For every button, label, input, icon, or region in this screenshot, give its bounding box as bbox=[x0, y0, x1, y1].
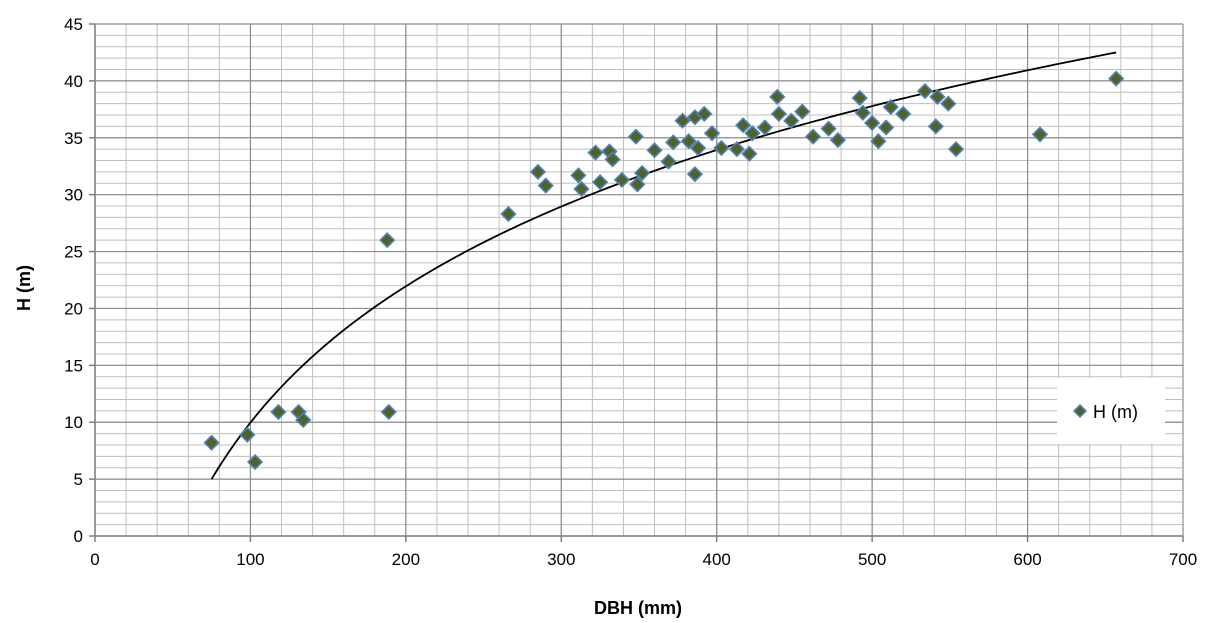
y-tick-label: 45 bbox=[64, 15, 83, 34]
x-tick-label: 700 bbox=[1169, 550, 1197, 569]
data-point bbox=[882, 98, 899, 116]
data-point bbox=[1031, 126, 1049, 143]
data-point bbox=[927, 118, 945, 135]
data-point bbox=[627, 128, 645, 145]
data-point bbox=[756, 119, 774, 136]
data-point bbox=[769, 88, 786, 105]
x-tick-label: 0 bbox=[90, 550, 99, 569]
data-point bbox=[804, 128, 822, 145]
data-point bbox=[665, 134, 682, 151]
data-point bbox=[744, 125, 761, 142]
data-point bbox=[940, 95, 957, 112]
data-point bbox=[633, 164, 651, 182]
x-tick-label: 200 bbox=[392, 550, 420, 569]
data-point bbox=[686, 166, 704, 183]
data-point bbox=[613, 171, 631, 189]
data-point bbox=[587, 144, 604, 161]
data-point bbox=[783, 112, 800, 129]
data-point bbox=[770, 105, 788, 123]
y-tick-label: 35 bbox=[64, 129, 83, 148]
x-tick-label: 500 bbox=[858, 550, 886, 569]
x-axis-title: DBH (mm) bbox=[594, 598, 682, 618]
data-point bbox=[379, 232, 396, 249]
data-point bbox=[696, 105, 713, 123]
data-point bbox=[570, 167, 587, 184]
data-point bbox=[537, 177, 554, 194]
y-tick-label: 10 bbox=[64, 413, 83, 432]
data-point bbox=[794, 103, 811, 120]
data-point bbox=[895, 105, 912, 123]
y-tick-label: 0 bbox=[74, 527, 83, 546]
data-point bbox=[735, 117, 752, 134]
data-point bbox=[674, 112, 691, 129]
data-point bbox=[713, 139, 730, 157]
y-tick-labels: 0 5 10 15 20 25 30 35 40 45 bbox=[64, 15, 83, 546]
data-point bbox=[246, 453, 264, 471]
legend-label: H (m) bbox=[1093, 402, 1138, 422]
data-point bbox=[854, 104, 871, 121]
data-point bbox=[203, 434, 220, 451]
legend-marker-diamond bbox=[1072, 403, 1088, 419]
data-point bbox=[728, 141, 746, 158]
data-point bbox=[529, 163, 547, 181]
data-point bbox=[916, 82, 934, 100]
y-axis-title: H (m) bbox=[14, 265, 34, 311]
axes bbox=[89, 23, 1184, 542]
data-point bbox=[604, 151, 621, 168]
data-point bbox=[947, 141, 965, 158]
x-tick-label: 400 bbox=[703, 550, 731, 569]
data-point bbox=[573, 180, 590, 198]
x-tick-label: 100 bbox=[236, 550, 264, 569]
data-point bbox=[864, 114, 881, 132]
data-point bbox=[380, 403, 397, 421]
x-tick-labels: 0 100 200 300 400 500 600 700 bbox=[90, 550, 1197, 569]
data-point bbox=[629, 176, 646, 193]
y-tick-label: 5 bbox=[74, 470, 83, 489]
data-point bbox=[929, 88, 946, 105]
data-point bbox=[660, 153, 677, 170]
legend: H (m) bbox=[1057, 378, 1165, 444]
data-points bbox=[203, 70, 1125, 471]
data-point bbox=[646, 142, 663, 159]
data-point bbox=[877, 119, 895, 136]
y-tick-label: 25 bbox=[64, 243, 83, 262]
trendline bbox=[210, 51, 1117, 480]
x-tick-label: 300 bbox=[547, 550, 575, 569]
data-point bbox=[703, 125, 721, 142]
data-point bbox=[851, 89, 868, 107]
data-point bbox=[820, 120, 837, 137]
data-point bbox=[689, 139, 707, 157]
data-point bbox=[500, 205, 517, 223]
data-point bbox=[592, 174, 609, 191]
data-point bbox=[295, 411, 312, 429]
y-tick-label: 15 bbox=[64, 356, 83, 375]
data-point bbox=[680, 133, 697, 150]
data-point bbox=[270, 403, 287, 421]
data-point bbox=[741, 145, 758, 162]
data-point bbox=[829, 131, 847, 149]
y-tick-label: 20 bbox=[64, 299, 83, 318]
data-point bbox=[870, 133, 887, 150]
x-tick-label: 600 bbox=[1013, 550, 1041, 569]
data-point bbox=[239, 426, 256, 443]
y-tick-label: 30 bbox=[64, 186, 83, 205]
major-gridlines bbox=[94, 23, 1184, 537]
data-point bbox=[1108, 70, 1125, 87]
y-tick-label: 40 bbox=[64, 72, 83, 91]
